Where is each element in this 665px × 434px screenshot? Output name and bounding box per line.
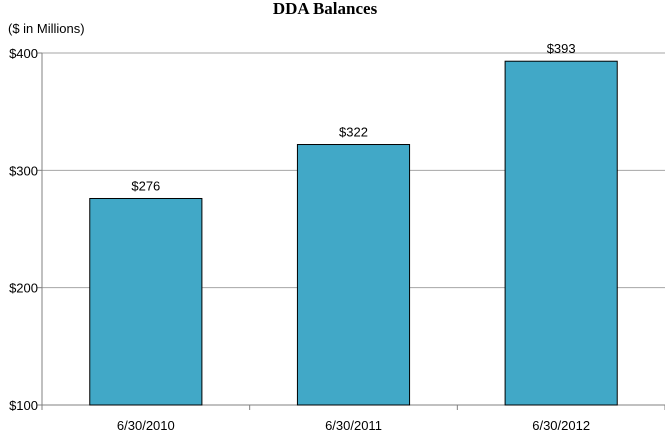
tick-labels: $100 $200 $300 $400 6/30/2010 6/30/2011 6/30/2… xyxy=(9,46,590,433)
chart-title: DDA Balances xyxy=(273,0,378,18)
y-tick-label: $100 xyxy=(9,398,38,413)
chart-subtitle: ($ in Millions) xyxy=(8,21,85,36)
y-tick-label: $200 xyxy=(9,281,38,296)
y-tick-label: $300 xyxy=(9,163,38,178)
bar-value-label: $276 xyxy=(131,178,160,193)
x-tick-label: 6/30/2012 xyxy=(532,418,590,433)
bar-1 xyxy=(89,197,203,406)
x-tick-label: 6/30/2011 xyxy=(325,418,382,433)
x-tick-label: 6/30/2010 xyxy=(117,418,175,433)
bar-value-label: $322 xyxy=(339,125,368,140)
data-labels: $276 $322 $393 xyxy=(131,41,575,193)
bar-value-label: $393 xyxy=(547,41,576,56)
bars xyxy=(89,60,618,406)
bar-3 xyxy=(504,60,618,406)
y-tick-label: $400 xyxy=(9,46,38,61)
bar-2 xyxy=(296,144,411,406)
